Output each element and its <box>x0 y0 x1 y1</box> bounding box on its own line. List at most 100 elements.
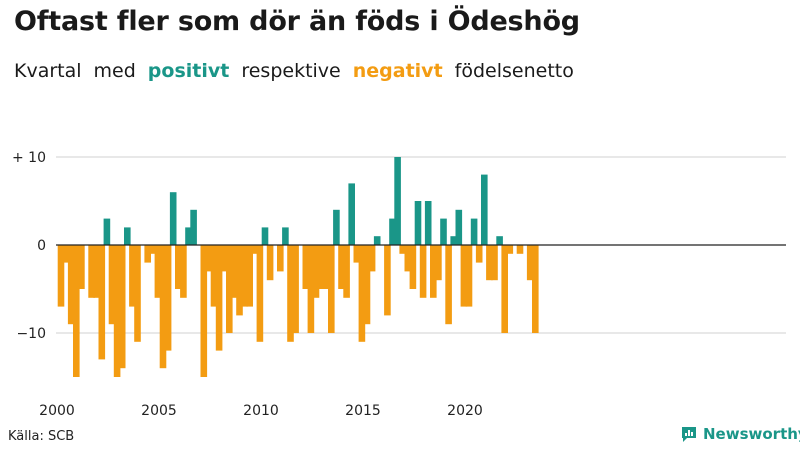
bar-negative <box>144 245 151 263</box>
bar-negative <box>210 245 218 307</box>
bar-negative <box>399 245 406 254</box>
bar-negative <box>226 245 233 333</box>
bar-negative <box>180 245 187 298</box>
bar-positive <box>440 218 447 245</box>
bar-positive <box>190 209 197 245</box>
bar-negative <box>322 245 330 289</box>
bar-positive <box>394 157 401 245</box>
subtitle-text: respektive <box>241 60 341 82</box>
axes: + 10 0 −10 2000 2005 2010 2015 2020 <box>12 150 786 419</box>
chart-title: Oftast fler som dör än föds i Ödeshög <box>14 6 580 37</box>
bar-negative <box>113 245 121 377</box>
bar-negative <box>435 245 442 281</box>
bar-positive <box>389 218 396 245</box>
bar-negative <box>532 245 539 333</box>
bar-negative <box>516 245 524 254</box>
bar-negative <box>475 245 483 263</box>
bar-positive <box>455 209 463 245</box>
brand-name: Newsworthy <box>703 425 800 443</box>
bar-negative <box>78 245 85 289</box>
brand-logo: Newsworthy <box>680 425 800 443</box>
y-tick-label: 0 <box>37 238 46 254</box>
bar-negative <box>236 245 243 316</box>
bar-negative <box>312 245 320 298</box>
bar-positive <box>450 236 457 245</box>
bar-negative <box>108 245 116 325</box>
bar-negative <box>241 245 248 307</box>
x-tick-label: 2010 <box>243 403 279 419</box>
bar-negative <box>328 245 335 333</box>
x-tick-label: 2015 <box>345 403 381 419</box>
bar-positive <box>496 236 503 245</box>
x-tick-label: 2000 <box>39 403 75 419</box>
subtitle-text: med <box>93 60 136 82</box>
bar-positive <box>424 201 432 245</box>
x-tick-label: 2020 <box>447 403 483 419</box>
gridlines <box>56 156 786 334</box>
bar-negative <box>409 245 417 289</box>
bar-series <box>57 157 539 377</box>
bar-negative <box>353 245 361 263</box>
bar-negative <box>134 245 141 342</box>
subtitle-text: födelsenetto <box>454 60 574 82</box>
bar-negative <box>88 245 95 298</box>
subtitle-text: Kvartal <box>14 60 82 82</box>
bar-negative <box>149 245 157 254</box>
subtitle-negative-label: negativt <box>352 60 443 82</box>
newsworthy-logo-icon <box>682 427 696 442</box>
bar-negative <box>526 245 534 281</box>
bar-positive <box>103 218 111 245</box>
bar-negative <box>317 245 325 289</box>
bar-negative <box>205 245 213 272</box>
bar-negative <box>368 245 376 272</box>
bar-negative <box>129 245 136 307</box>
bar-positive <box>481 174 488 245</box>
y-tick-label: −10 <box>16 326 46 342</box>
bar-negative <box>251 245 259 254</box>
bar-negative <box>159 245 167 369</box>
bar-positive <box>470 218 478 245</box>
bar-positive <box>333 209 340 245</box>
bar-negative <box>200 245 208 377</box>
bar-negative <box>307 245 315 333</box>
bar-negative <box>154 245 162 298</box>
bar-negative <box>266 245 274 281</box>
bar-negative <box>363 245 371 325</box>
bar-negative <box>175 245 182 289</box>
bar-negative <box>93 245 100 298</box>
bar-negative <box>384 245 391 316</box>
bar-negative <box>445 245 452 325</box>
bar-positive <box>185 227 192 245</box>
source-note: Källa: SCB <box>8 429 75 444</box>
bar-negative <box>358 245 366 342</box>
bar-negative <box>67 245 75 325</box>
bar-positive <box>282 227 289 245</box>
chart-subtitle: Kvartal med positivt respektive negativt föde… <box>14 60 586 82</box>
bar-negative <box>501 245 508 333</box>
bar-negative <box>486 245 493 281</box>
bar-negative <box>215 245 223 351</box>
bar-positive <box>414 201 422 245</box>
bar-positive <box>124 227 131 245</box>
bar-negative <box>343 245 350 298</box>
bar-positive <box>261 227 269 245</box>
bar-negative <box>302 245 310 289</box>
bar-negative <box>460 245 468 307</box>
bar-negative <box>62 245 70 263</box>
bar-negative <box>220 245 228 272</box>
bar-negative <box>57 245 65 307</box>
bar-negative <box>246 245 253 307</box>
bar-negative <box>506 245 514 254</box>
bar-negative <box>277 245 284 272</box>
bar-negative <box>404 245 412 272</box>
bar-negative <box>287 245 294 342</box>
bar-negative <box>256 245 264 342</box>
bar-negative <box>338 245 345 289</box>
bar-negative <box>465 245 473 307</box>
bar-negative <box>73 245 80 377</box>
bar-negative <box>430 245 437 298</box>
bar-positive <box>169 192 177 245</box>
bar-negative <box>118 245 126 369</box>
bar-negative <box>231 245 238 298</box>
